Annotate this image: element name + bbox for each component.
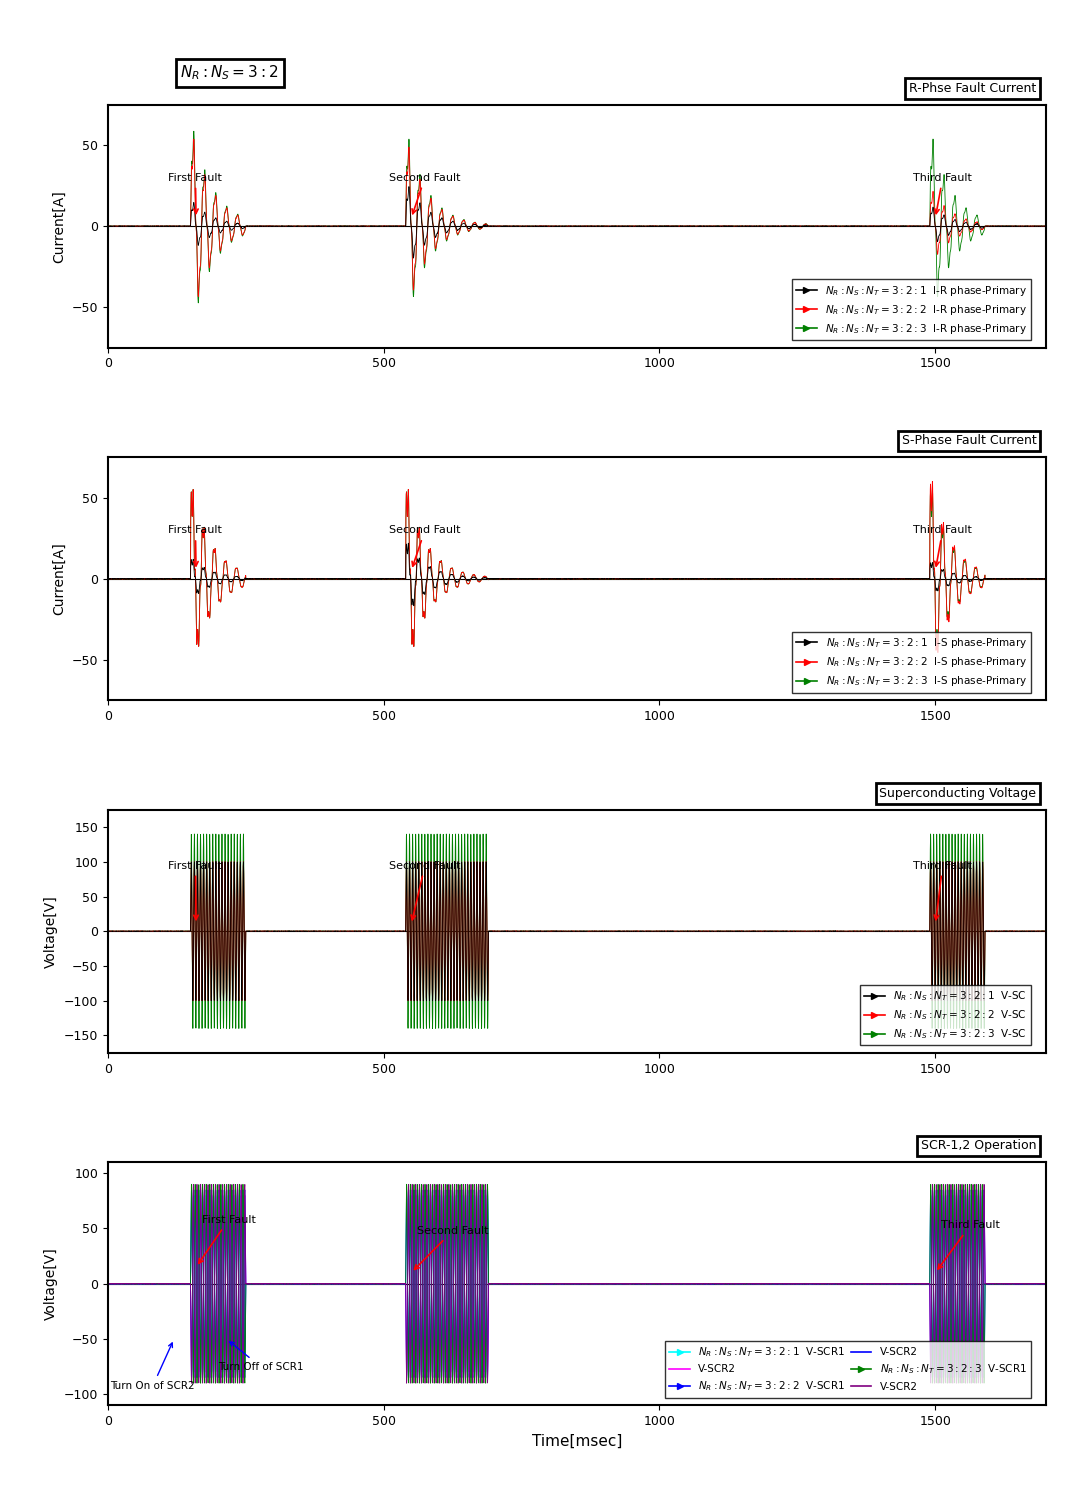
Text: Superconducting Voltage: Superconducting Voltage	[880, 786, 1036, 800]
Y-axis label: Current[A]: Current[A]	[52, 190, 66, 263]
Text: Second Fault: Second Fault	[415, 1226, 488, 1269]
Text: First Fault: First Fault	[168, 861, 222, 919]
Text: Second Fault: Second Fault	[389, 173, 460, 214]
Text: $N_R:N_S=3:2$: $N_R:N_S=3:2$	[180, 64, 279, 82]
Text: S-Phase Fault Current: S-Phase Fault Current	[901, 435, 1036, 447]
Legend: $N_R:N_S:N_T=3:2:1$  V-SC, $N_R:N_S:N_T=3:2:2$  V-SC, $N_R:N_S:N_T=3:2:3$  V-SC: $N_R:N_S:N_T=3:2:1$ V-SC, $N_R:N_S:N_T=3…	[860, 985, 1031, 1045]
Text: Third Fault: Third Fault	[938, 1220, 999, 1269]
X-axis label: Time[msec]: Time[msec]	[531, 1434, 622, 1449]
Text: Second Fault: Second Fault	[389, 525, 460, 567]
Text: Turn Off of SCR1: Turn Off of SCR1	[218, 1341, 304, 1372]
Text: Third Fault: Third Fault	[913, 173, 972, 214]
Text: First Fault: First Fault	[198, 1215, 255, 1263]
Legend: $N_R:N_S:N_T=3:2:1$  V-SCR1, V-SCR2, $N_R:N_S:N_T=3:2:2$  V-SCR1, V-SCR2, $N_R:N: $N_R:N_S:N_T=3:2:1$ V-SCR1, V-SCR2, $N_R…	[665, 1341, 1031, 1398]
Text: Third Fault: Third Fault	[913, 861, 972, 919]
Legend: $N_R:N_S:N_T=3:2:1$  I-S phase-Primary, $N_R:N_S:N_T=3:2:2$  I-S phase-Primary, : $N_R:N_S:N_T=3:2:1$ I-S phase-Primary, $…	[792, 632, 1031, 692]
Y-axis label: Current[A]: Current[A]	[52, 543, 66, 614]
Text: Second Fault: Second Fault	[389, 861, 460, 919]
Text: R-Phse Fault Current: R-Phse Fault Current	[909, 82, 1036, 94]
Y-axis label: Voltage[V]: Voltage[V]	[44, 1247, 58, 1320]
Legend: $N_R:N_S:N_T=3:2:1$  I-R phase-Primary, $N_R:N_S:N_T=3:2:2$  I-R phase-Primary, : $N_R:N_S:N_T=3:2:1$ I-R phase-Primary, $…	[791, 280, 1031, 341]
Text: Turn On of SCR2: Turn On of SCR2	[111, 1343, 195, 1390]
Text: SCR-1,2 Operation: SCR-1,2 Operation	[921, 1139, 1036, 1153]
Text: First Fault: First Fault	[168, 173, 222, 214]
Text: First Fault: First Fault	[168, 525, 222, 567]
Y-axis label: Voltage[V]: Voltage[V]	[44, 896, 58, 967]
Text: Third Fault: Third Fault	[913, 525, 972, 567]
